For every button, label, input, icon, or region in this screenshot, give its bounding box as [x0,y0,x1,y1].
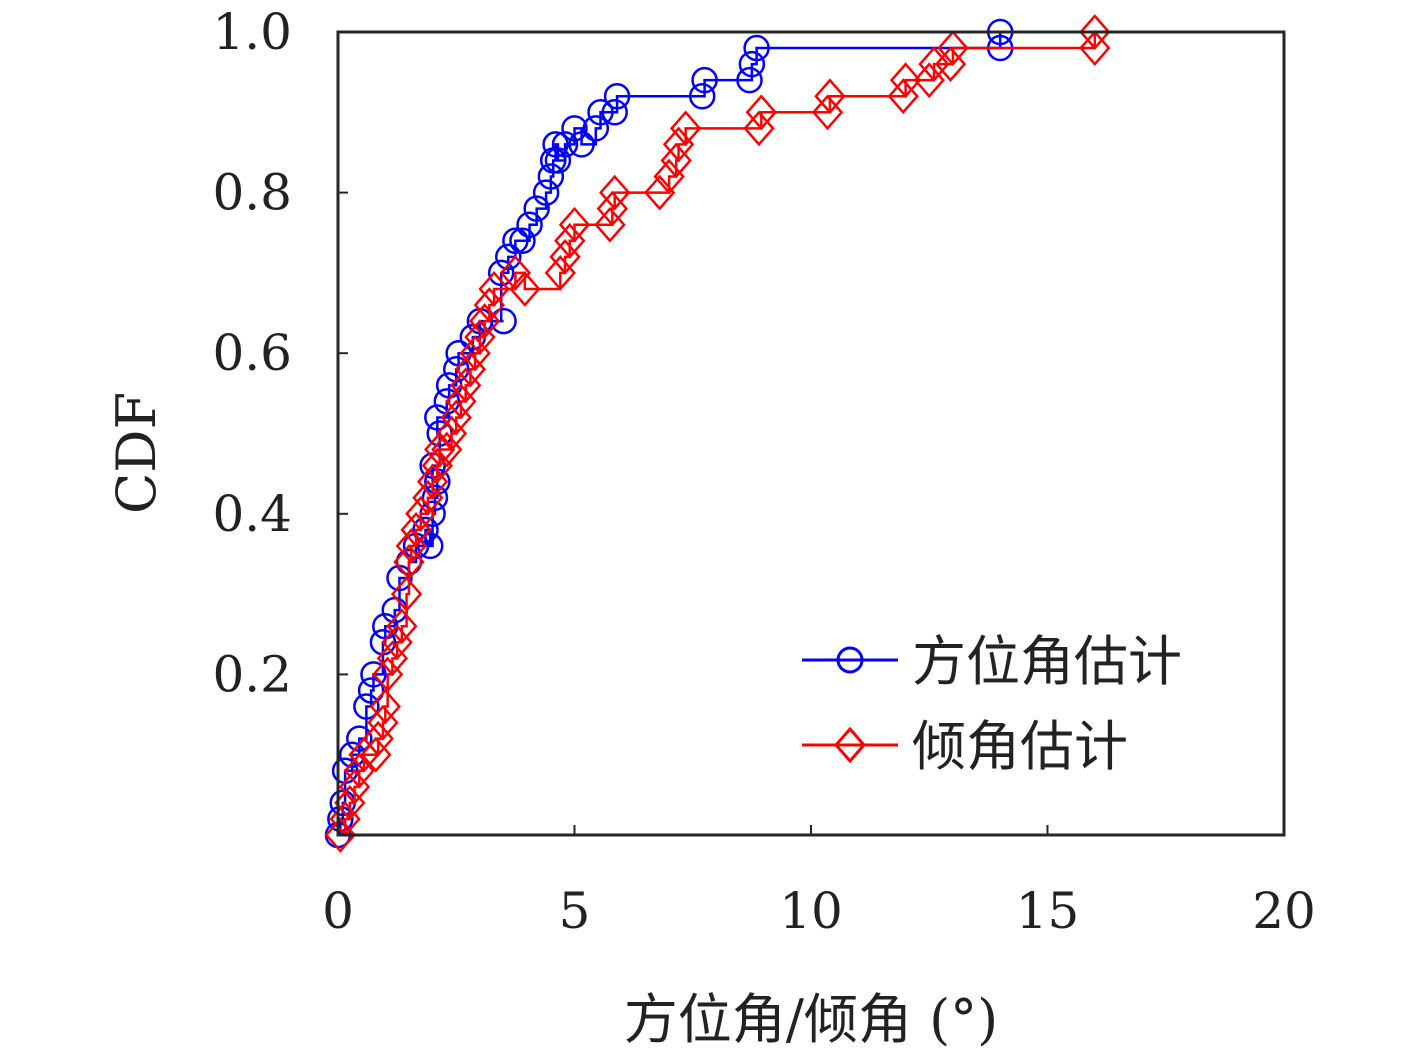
data-point-diamond [743,110,775,147]
data-point-circle [509,227,536,255]
data-point-circle [551,131,579,158]
data-point-circle [416,532,444,560]
data-point-diamond [558,206,591,243]
y-axis-ticks: 0.2 0.4 0.6 0.8 1.0 [212,3,348,703]
data-point-diamond [390,576,423,612]
data-point-diamond [811,94,844,131]
data-point-circle [424,404,451,431]
data-point-circle [743,34,770,62]
data-point-circle [542,131,569,158]
y-axis-title: CDF [105,392,168,514]
data-point-diamond [662,126,695,163]
data-point-diamond [360,736,392,773]
data-point-circle [587,99,614,126]
data-point-circle [688,82,716,110]
data-point-circle [568,131,595,158]
data-point-diamond [934,46,967,83]
data-point-diamond [596,190,629,227]
data-point-diamond [386,608,418,645]
data-point-circle [601,99,628,126]
data-point-circle [603,82,631,110]
data-point-circle [495,243,522,271]
x-tick-label: 5 [559,882,591,940]
data-point-diamond [643,174,676,211]
data-point-diamond [594,206,626,243]
series-1 [324,14,1111,853]
y-tick-label: 1.0 [212,3,292,61]
data-point-diamond [424,431,456,468]
data-point-diamond [887,78,919,115]
data-point-diamond [499,255,532,291]
data-point-circle [502,227,529,255]
data-point-circle [537,163,565,190]
data-point-circle [532,179,560,206]
x-tick-label: 10 [779,882,843,940]
series-line [340,32,1097,837]
x-tick-label: 15 [1016,882,1080,940]
data-point-diamond [745,94,777,131]
legend-label-tilt: 倾角估计 [912,715,1128,778]
x-tick-label: 0 [322,882,354,940]
data-point-diamond [367,704,399,741]
data-point-diamond [393,544,425,580]
data-point-diamond [1079,14,1111,50]
legend: 方位角估计 倾角估计 [802,630,1182,778]
data-point-diamond [509,271,541,307]
data-point-circle [516,211,543,238]
data-point-diamond [599,174,631,211]
data-point-diamond [421,447,453,484]
data-point-circle [421,484,449,511]
data-point-diamond [889,62,922,99]
y-tick-label: 0.2 [212,645,292,703]
data-point-diamond [369,688,401,725]
data-point-diamond [937,30,969,66]
data-point-circle [523,195,550,222]
x-axis-title: 方位角/倾角 (°) [624,988,999,1051]
data-point-circle [582,115,610,142]
plot-frame [336,30,1286,837]
data-point-diamond [1079,30,1111,66]
data-point-circle [738,50,766,78]
x-tick-label: 20 [1252,882,1316,940]
data-point-circle [691,66,718,94]
data-point-circle [490,307,517,335]
y-tick-label: 0.8 [212,164,292,222]
data-point-diamond [405,495,437,532]
data-point-circle [346,725,373,752]
data-point-diamond [660,142,692,179]
data-point-circle [487,259,515,287]
legend-marker-diamond [834,726,866,764]
series-layer [324,14,1111,853]
data-point-diamond [653,158,685,195]
data-point-diamond [669,110,702,147]
y-tick-label: 0.4 [212,485,292,543]
data-point-circle [353,693,380,720]
data-point-circle [412,516,439,544]
data-point-diamond [918,46,950,83]
data-point-diamond [814,78,846,115]
legend-marker-circle [836,646,864,674]
data-point-circle [357,677,385,704]
legend-label-azimuth: 方位角估计 [912,630,1182,693]
data-point-circle [360,661,387,688]
data-point-circle [736,66,763,94]
data-point-diamond [478,271,510,307]
data-point-circle [544,147,572,174]
data-point-circle [561,115,588,142]
y-tick-label: 0.6 [212,324,292,382]
x-axis-ticks: 0 5 10 15 20 [322,825,1316,940]
